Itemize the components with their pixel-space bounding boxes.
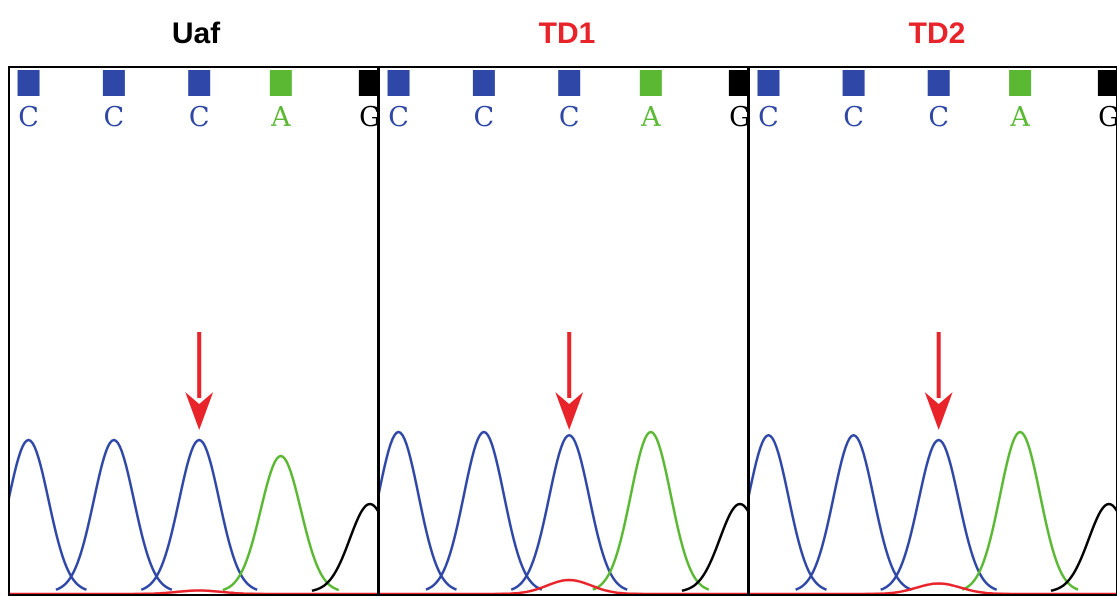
base-marker-c: [842, 70, 865, 96]
base-label-c: C: [928, 102, 949, 133]
base-marker-g: [1097, 70, 1116, 96]
base-marker-a: [1009, 70, 1032, 96]
peak-trace-c: [55, 438, 173, 591]
peak-trace-a: [961, 430, 1079, 591]
peak-trace-g: [681, 502, 747, 592]
base-label-c: C: [758, 102, 779, 133]
base-marker-c: [927, 70, 950, 96]
peak-trace-c: [140, 438, 258, 591]
base-marker-c: [472, 70, 495, 96]
base-label-g: G: [359, 102, 379, 133]
peak-trace-c: [795, 433, 913, 591]
base-marker-a: [269, 70, 292, 96]
panel-title-uaf: Uaf: [171, 17, 221, 50]
peak-trace-c: [380, 430, 457, 591]
peak-trace-c: [510, 433, 628, 591]
base-marker-c: [558, 70, 581, 96]
mutation-arrow-head: [924, 392, 953, 430]
base-marker-c: [102, 70, 125, 96]
base-marker-c: [188, 70, 211, 96]
peak-trace-a: [222, 454, 340, 592]
peak-trace-c: [10, 438, 87, 591]
base-marker-a: [639, 70, 662, 96]
base-label-c: C: [843, 102, 864, 133]
peak-trace-g: [1050, 502, 1116, 592]
base-marker-g: [358, 70, 377, 96]
base-marker-c: [387, 70, 410, 96]
base-label-g: G: [729, 102, 749, 133]
base-label-c: C: [474, 102, 495, 133]
base-marker-c: [757, 70, 780, 96]
peak-trace-g: [311, 502, 377, 592]
base-label-c: C: [18, 102, 39, 133]
base-label-c: C: [559, 102, 580, 133]
panel-title-td1: TD1: [538, 17, 596, 50]
mutation-arrow-head: [185, 392, 214, 430]
base-marker-c: [17, 70, 40, 96]
mutation-arrow-head: [555, 392, 584, 430]
base-label-a: A: [270, 102, 291, 133]
base-label-a: A: [1009, 102, 1030, 133]
base-label-g: G: [1098, 102, 1117, 133]
base-label-c: C: [189, 102, 210, 133]
base-label-c: C: [104, 102, 125, 133]
peak-trace-c: [425, 430, 543, 591]
peak-trace-c: [880, 438, 998, 591]
peak-trace-c: [750, 433, 827, 591]
background-trace-t: [750, 582, 1116, 594]
base-label-a: A: [640, 102, 661, 133]
background-trace-t: [10, 589, 377, 594]
peak-trace-a: [592, 430, 710, 591]
panel-title-td2: TD2: [908, 17, 966, 50]
background-trace-t: [380, 578, 747, 594]
base-label-c: C: [388, 102, 409, 133]
base-marker-g: [728, 70, 747, 96]
